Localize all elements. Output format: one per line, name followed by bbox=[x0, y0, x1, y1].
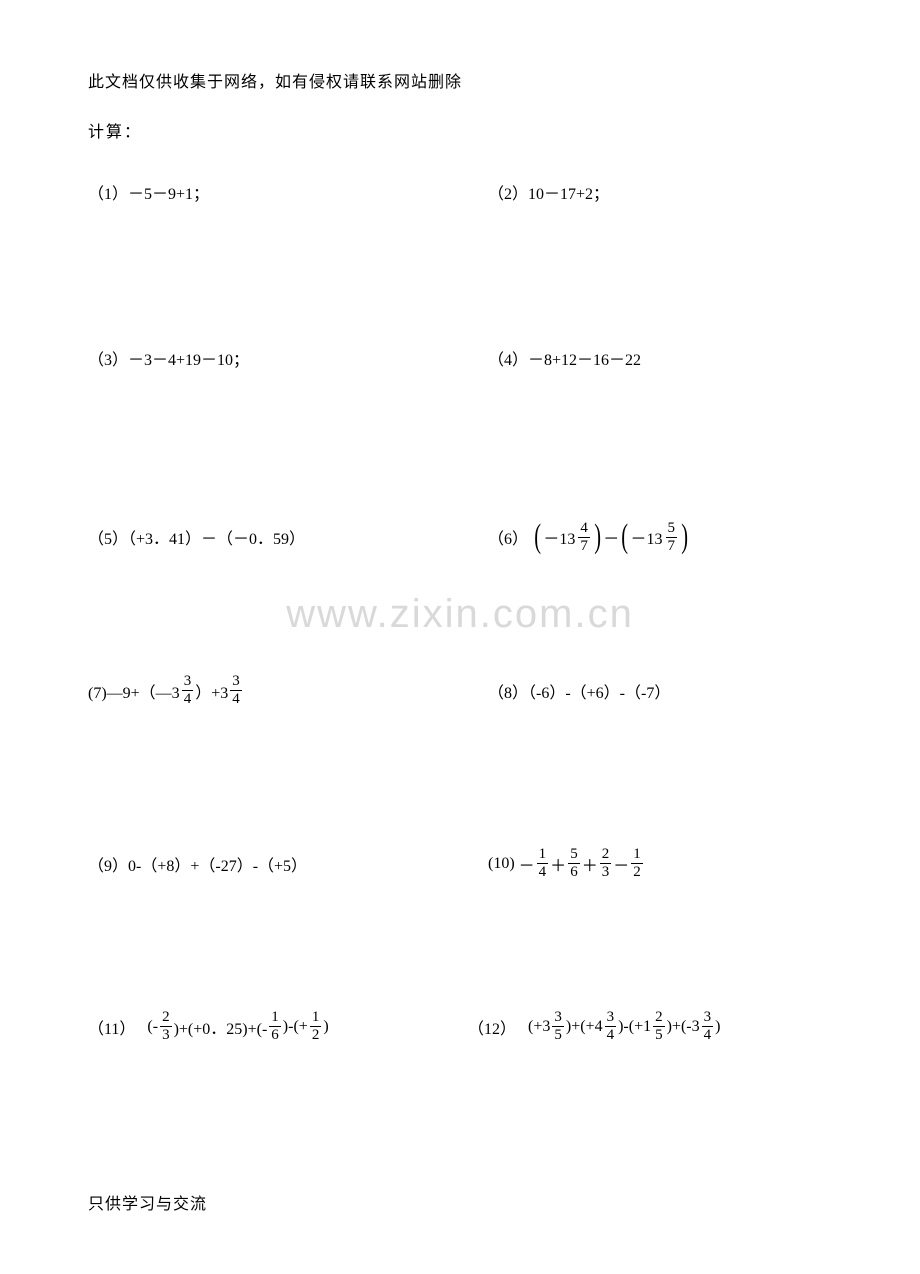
p11-c: )-(+ bbox=[283, 1018, 308, 1036]
fraction-7b: 3 4 bbox=[230, 674, 242, 707]
den-11c: 2 bbox=[310, 1027, 322, 1043]
den-12d: 4 bbox=[702, 1027, 714, 1043]
den-10d: 2 bbox=[631, 864, 643, 880]
den-6b: 7 bbox=[666, 538, 678, 554]
problem-row-5: （9）0-（+8）+（-27）-（+5） (10) － 14 ＋ 56 ＋ 23… bbox=[88, 847, 832, 880]
fraction-11a: 23 bbox=[160, 1010, 172, 1043]
num-11c: 1 bbox=[310, 1010, 322, 1027]
den-10a: 4 bbox=[537, 864, 549, 880]
problem-8: （8）（-6）-（+6）-（-7） bbox=[488, 674, 832, 707]
p12-b: )+(+4 bbox=[566, 1018, 603, 1036]
num-10d: 1 bbox=[631, 847, 643, 864]
paren-left-icon: ( bbox=[534, 520, 541, 554]
den-11b: 6 bbox=[269, 1027, 281, 1043]
num-6b: 5 bbox=[666, 521, 678, 538]
num-10c: 2 bbox=[600, 847, 612, 864]
num-12d: 3 bbox=[702, 1010, 714, 1027]
den-10c: 3 bbox=[600, 864, 612, 880]
p11-a: (- bbox=[147, 1018, 158, 1036]
fraction-7a: 3 4 bbox=[182, 674, 194, 707]
p11-label: （11） bbox=[88, 1015, 135, 1039]
header-note: 此文档仅供收集于网络，如有侵权请联系网站删除 bbox=[88, 68, 832, 92]
den-10b: 6 bbox=[568, 864, 580, 880]
problem-3: （3）－3－4+19－10； bbox=[88, 346, 488, 370]
fraction-12b: 34 bbox=[605, 1010, 617, 1043]
fraction-12a: 35 bbox=[552, 1010, 564, 1043]
fraction-10c: 23 bbox=[600, 847, 612, 880]
problem-10: (10) － 14 ＋ 56 ＋ 23 － 12 bbox=[488, 847, 832, 880]
den-12a: 5 bbox=[552, 1027, 564, 1043]
problem-6-label: （6） bbox=[488, 525, 528, 549]
den-11a: 3 bbox=[160, 1027, 172, 1043]
fraction-10b: 56 bbox=[568, 847, 580, 880]
fraction-11b: 16 bbox=[269, 1010, 281, 1043]
fraction-12d: 34 bbox=[702, 1010, 714, 1043]
fraction-11c: 12 bbox=[310, 1010, 322, 1043]
den-12b: 4 bbox=[605, 1027, 617, 1043]
mixed-fraction-6b: －13 5 7 bbox=[631, 521, 680, 554]
section-title: 计算： bbox=[88, 118, 832, 142]
fraction-12c: 25 bbox=[653, 1010, 665, 1043]
num-10a: 1 bbox=[537, 847, 549, 864]
problem-2: （2）10－17+2； bbox=[488, 180, 832, 204]
op-10-4: － bbox=[613, 852, 629, 876]
p7-pre: (7)―9+（―3 bbox=[88, 679, 180, 703]
fraction-6a: 4 7 bbox=[578, 521, 590, 554]
problem-11: （11） (- 23 )+(+0．25)+(- 16 )-(+ 12 ) bbox=[88, 1010, 468, 1043]
problem-1: （1）－5－9+1； bbox=[88, 180, 488, 204]
den-7b: 4 bbox=[230, 691, 242, 707]
p11-d: ) bbox=[323, 1018, 328, 1036]
p10-label: (10) bbox=[488, 855, 515, 873]
problem-row-1: （1）－5－9+1； （2）10－17+2； bbox=[88, 180, 832, 204]
p12-e: ) bbox=[715, 1018, 720, 1036]
p12-d: )+(-3 bbox=[667, 1018, 700, 1036]
problem-5: （5）（+3．41）－（－0．59） bbox=[88, 520, 488, 554]
p12-a: (+3 bbox=[528, 1018, 550, 1036]
paren-right-icon: ) bbox=[681, 520, 688, 554]
den-12c: 5 bbox=[653, 1027, 665, 1043]
footer-note: 只供学习与交流 bbox=[88, 1190, 207, 1214]
num-7b: 3 bbox=[230, 674, 242, 691]
problem-row-6: （11） (- 23 )+(+0．25)+(- 16 )-(+ 12 ) （12… bbox=[88, 1010, 832, 1043]
p7-mid: ）+3 bbox=[195, 679, 228, 703]
whole-6a: －13 bbox=[543, 525, 575, 549]
paren-right-icon: ) bbox=[594, 520, 601, 554]
op-10-2: ＋ bbox=[550, 852, 566, 876]
num-12c: 2 bbox=[653, 1010, 665, 1027]
p12-label: （12） bbox=[468, 1015, 516, 1039]
problem-row-3: （5）（+3．41）－（－0．59） （6） ( －13 4 7 ) － ( －… bbox=[88, 520, 832, 554]
whole-6b: －13 bbox=[631, 525, 663, 549]
den-6a: 7 bbox=[578, 538, 590, 554]
fraction-6b: 5 7 bbox=[666, 521, 678, 554]
op-10-3: ＋ bbox=[582, 852, 598, 876]
problem-row-2: （3）－3－4+19－10； （4）－8+12－16－22 bbox=[88, 346, 832, 370]
num-6a: 4 bbox=[578, 521, 590, 538]
problem-7: (7)―9+（―3 3 4 ）+3 3 4 bbox=[88, 674, 488, 707]
op-10-1: － bbox=[519, 852, 535, 876]
problem-4: （4）－8+12－16－22 bbox=[488, 346, 832, 370]
op-minus-6: － bbox=[603, 525, 619, 549]
num-11a: 2 bbox=[160, 1010, 172, 1027]
paren-left-icon: ( bbox=[621, 520, 628, 554]
fraction-10a: 14 bbox=[537, 847, 549, 880]
problem-row-4: (7)―9+（―3 3 4 ）+3 3 4 （8）（-6）-（+6）-（-7） bbox=[88, 674, 832, 707]
num-10b: 5 bbox=[568, 847, 580, 864]
fraction-10d: 12 bbox=[631, 847, 643, 880]
problem-6: （6） ( －13 4 7 ) － ( －13 5 7 ) bbox=[488, 520, 832, 554]
p12-c: )-(+1 bbox=[618, 1018, 651, 1036]
mixed-fraction-6a: －13 4 7 bbox=[543, 521, 592, 554]
den-7a: 4 bbox=[182, 691, 194, 707]
num-12a: 3 bbox=[552, 1010, 564, 1027]
num-12b: 3 bbox=[605, 1010, 617, 1027]
num-7a: 3 bbox=[182, 674, 194, 691]
problem-9: （9）0-（+8）+（-27）-（+5） bbox=[88, 847, 488, 880]
num-11b: 1 bbox=[269, 1010, 281, 1027]
problem-12: （12） (+3 35 )+(+4 34 )-(+1 25 )+(-3 34 ) bbox=[468, 1010, 832, 1043]
p11-b: )+(+0．25)+(- bbox=[174, 1015, 268, 1039]
